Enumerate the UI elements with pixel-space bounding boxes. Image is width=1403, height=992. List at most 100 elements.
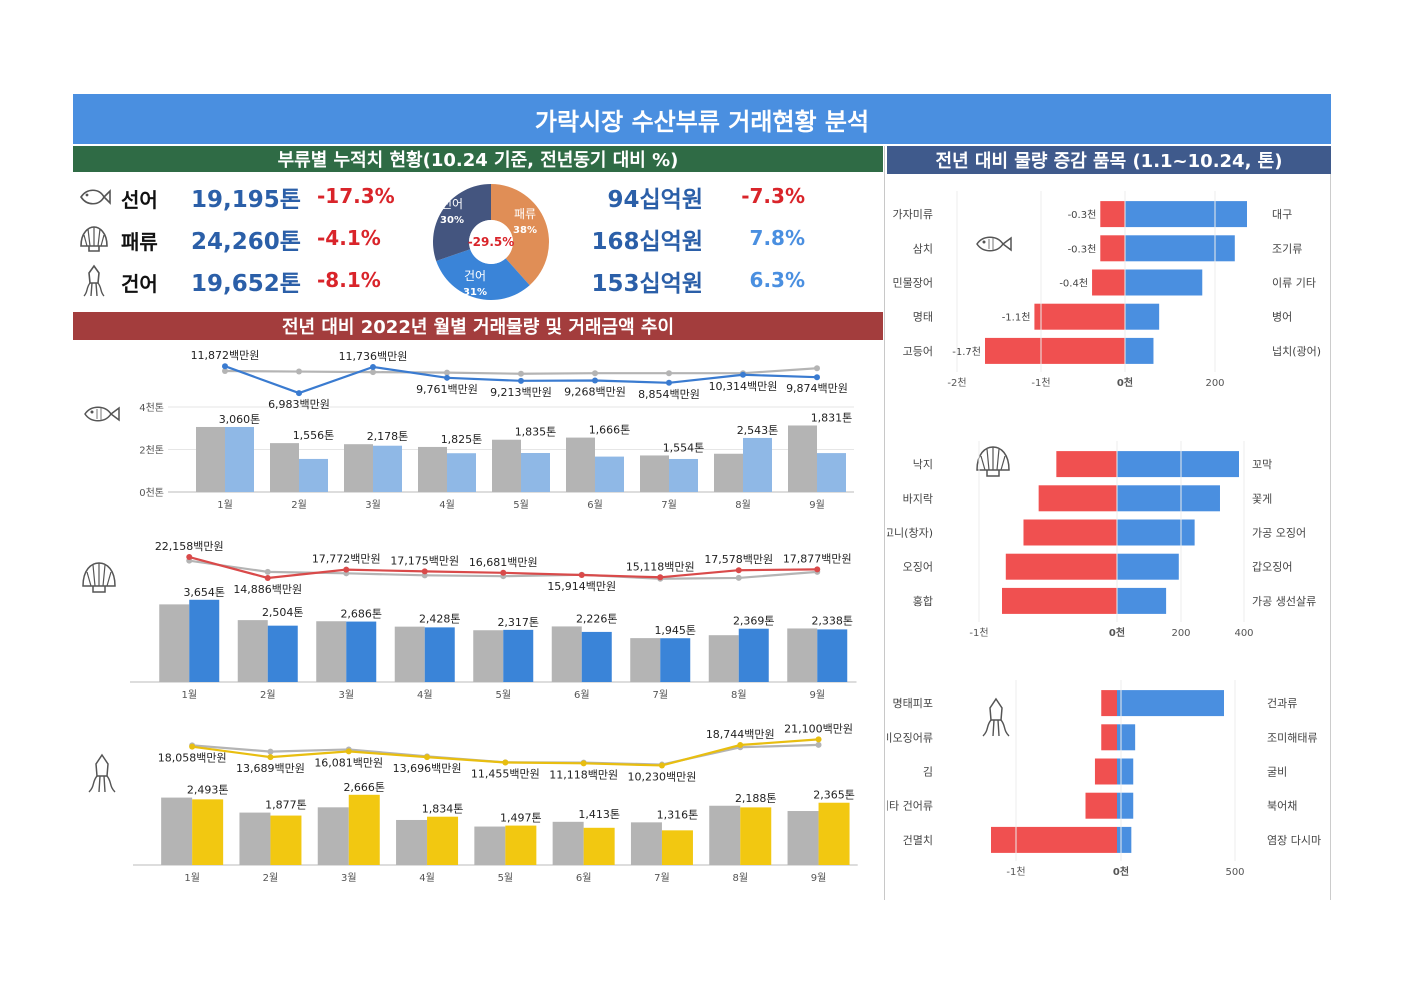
bar-prev-year [788, 425, 817, 492]
donut-slice-pct: 31% [463, 287, 487, 298]
summary-volume: 24,260톤 [191, 229, 301, 255]
donut-slice-label: 선어 [441, 197, 463, 211]
increase-bar [1117, 587, 1167, 614]
x-tick-label: 5월 [495, 689, 511, 701]
bar-current-year [595, 456, 624, 492]
increase-item-label: 조미해태류 [1267, 730, 1318, 744]
line-value-label: 10,314백만원 [709, 380, 778, 393]
bar-current-year [424, 627, 455, 682]
x-tick-label: 2월 [291, 499, 307, 511]
bar-value-label: 1,497톤 [500, 812, 542, 825]
x-tick-label: 7월 [654, 872, 670, 884]
bar-prev-year [787, 628, 818, 682]
x-tick-label: 200 [1205, 378, 1224, 389]
change-panel [886, 174, 1331, 900]
increase-bar [1125, 337, 1154, 364]
bar-current-year [740, 807, 772, 865]
bar-prev-year [552, 821, 584, 865]
summary-label: 건어 [121, 272, 158, 296]
decrease-item-label: 오징어 [903, 561, 933, 574]
bar-prev-year [316, 621, 347, 682]
x-tick-label: -1천 [1031, 377, 1050, 389]
line-value-label: 9,761백만원 [416, 383, 478, 396]
line-value-label: 9,874백만원 [786, 382, 848, 395]
point-current-year [424, 754, 431, 761]
bar-value-label: 1,825톤 [441, 433, 483, 446]
point-current-year [296, 390, 302, 397]
bar-value-label: 1,877톤 [265, 799, 307, 812]
bar-current-year [661, 830, 693, 865]
line-value-label: 15,914백만원 [547, 580, 616, 593]
summary-row-shell: 패류 24,260톤 -4.1% 168십억원 7.8% [73, 218, 883, 258]
y-tick-label: 0천톤 [139, 487, 164, 499]
summary-row-fish: 선어 19,195톤 -17.3% 94십억원 -7.3% [73, 176, 883, 216]
point-current-year [578, 571, 585, 578]
bar-prev-year [714, 453, 743, 492]
increase-bar [1125, 303, 1160, 330]
summary-volume-pct: -8.1% [317, 268, 381, 292]
line-value-label: 17,175백만원 [390, 554, 459, 567]
line-value-label: 16,681백만원 [469, 556, 538, 569]
point-current-year [421, 568, 428, 575]
bar-prev-year [270, 443, 299, 492]
point-current-year [815, 736, 822, 743]
bar-value-label: 2,178톤 [367, 430, 409, 443]
increase-item-label: 염장 다시마 [1267, 834, 1321, 847]
bar-prev-year [237, 620, 268, 682]
increase-item-label: 갑오징어 [1252, 561, 1292, 574]
increase-item-label: 병어 [1272, 311, 1292, 324]
decrease-bar [1038, 485, 1117, 512]
bar-prev-year [551, 626, 582, 682]
bar-value-label: 1,666톤 [589, 424, 631, 437]
bar-value-label: 2,543톤 [737, 424, 779, 437]
donut-slice-label: 패류 [514, 207, 536, 221]
x-tick-label: 3월 [338, 689, 354, 701]
bar-current-year [299, 458, 328, 492]
decrease-item-label: 민물장어 [893, 277, 933, 290]
point-prev-year [267, 748, 274, 755]
line-value-label: 18,744백만원 [706, 728, 775, 741]
point-current-year [814, 566, 821, 573]
bar-value-label: 2,666톤 [343, 781, 385, 794]
point-prev-year [264, 568, 271, 575]
line-value-label: 11,455백만원 [471, 768, 540, 781]
bar-current-year [346, 621, 377, 682]
point-current-year [657, 574, 664, 581]
donut-slice-label: 건어 [464, 269, 486, 283]
summary-volume-pct: -17.3% [317, 184, 395, 208]
bar-value-label: 2,428톤 [419, 613, 461, 626]
bar-value-label: 2,188톤 [735, 792, 777, 805]
bar-value-label: 1,556톤 [293, 429, 335, 442]
decrease-value-label: -0.3천 [1068, 243, 1097, 255]
point-prev-year [814, 365, 820, 372]
fish-icon [976, 236, 1012, 252]
point-prev-year [222, 368, 228, 374]
x-tick-label: 5월 [513, 499, 529, 511]
x-tick-label: 2월 [263, 872, 279, 884]
line-value-label: 14,886백만원 [233, 583, 302, 596]
bar-prev-year [630, 638, 661, 682]
change-header: 전년 대비 물량 증감 품목 (1.1~10.24, 톤) [887, 146, 1331, 174]
point-current-year [222, 363, 228, 370]
point-current-year [592, 377, 598, 384]
bar-prev-year [492, 439, 521, 492]
summary-amount-pct: 6.3% [749, 268, 805, 292]
monthly-chart-shell: 3,654톤 1월 2,504톤 2월 2,686톤 3월 2,428톤 4월 2,317톤 5월… [82, 540, 857, 701]
summary-header: 부류별 누적치 현황(10.24 기준, 전년동기 대비 %) [73, 146, 883, 172]
x-tick-label: 1월 [217, 499, 233, 511]
increase-item-label: 이류 기타 [1272, 277, 1316, 290]
decrease-value-label: -1.1천 [1002, 312, 1031, 324]
bar-prev-year [317, 807, 349, 865]
x-tick-label: 0천 [1113, 865, 1129, 878]
x-tick-label: 6월 [576, 872, 592, 884]
shell-icon [80, 226, 108, 252]
increase-bar [1117, 826, 1132, 853]
line-value-label: 6,983백만원 [268, 398, 330, 411]
increase-item-label: 대구 [1272, 208, 1292, 221]
decrease-item-label: 고니(창자) [887, 527, 933, 540]
bar-current-year [427, 816, 459, 865]
decrease-bar [1034, 303, 1125, 330]
increase-bar [1117, 758, 1134, 785]
increase-bar [1125, 201, 1247, 228]
